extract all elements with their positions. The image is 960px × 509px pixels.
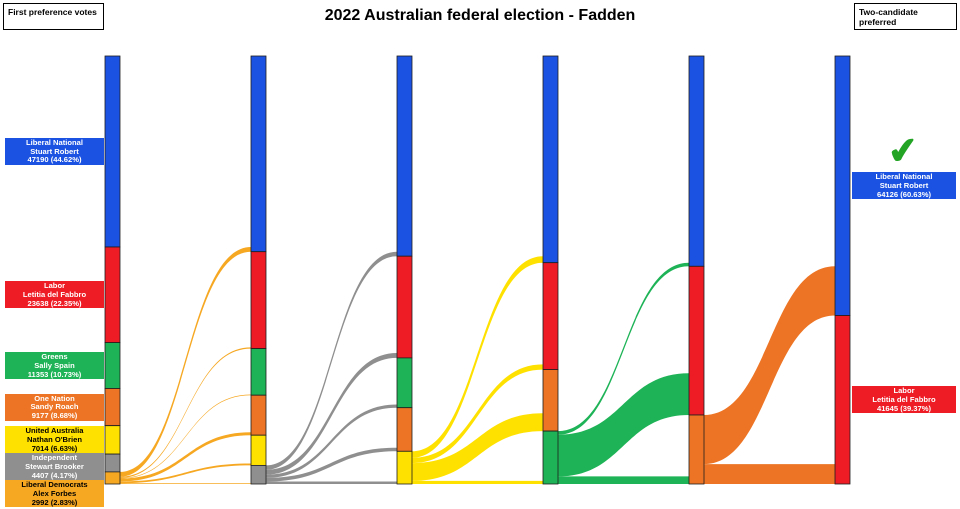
node-uap-stage3 [396,450,413,485]
node-grn-stage1 [104,342,121,389]
candidate-name: Stuart Robert [879,180,929,190]
node-ind-stage1 [104,453,121,473]
node-alp-stage4 [542,262,559,371]
vote-count: 9177 (8.68%) [31,411,78,420]
first-pref-label-grn: Greens Sally Spain 11353 (10.73%) [5,352,104,380]
vote-count: 4407 (4.17%) [31,470,78,480]
candidate-name: Stewart Brooker [25,462,84,472]
flow-uap-to-lnp [412,256,543,458]
node-lnp-stage1 [104,55,121,248]
party-name: Liberal National [875,172,933,182]
first-preference-votes-box: First preference votes [3,3,104,30]
candidate-name: Stuart Robert [30,146,79,156]
party-name: Independent [31,453,78,463]
node-phon-stage5 [688,414,705,485]
flow-phon-to-alp [704,464,835,484]
node-grn-stage4 [542,430,559,485]
tcp-label-lnp: Liberal National Stuart Robert 64126 (60.6… [852,172,956,200]
vote-count: 7014 (6.63%) [31,443,78,453]
first-pref-label-ldp: Liberal Democrats Alex Forbes 2992 (2.83%) [5,480,104,508]
node-lnp-stage4 [542,55,559,264]
first-preference-votes-label: First preference votes [8,7,97,17]
candidate-name: Sally Spain [34,360,75,370]
node-alp-stage1 [104,246,121,344]
vote-count: 2992 (2.83%) [31,497,78,507]
node-phon-stage3 [396,407,413,452]
flow-uap-to-grn [412,480,543,484]
node-uap-stage2 [250,434,267,466]
first-pref-label-phon: One Nation Sandy Roach 9177 (8.68%) [5,393,104,421]
page-title: 2022 Australian federal election - Fadde… [324,7,636,24]
vote-count: 64126 (60.63%) [876,189,932,199]
node-alp-stage2 [250,251,267,349]
node-lnp-stage3 [396,55,413,257]
flow-ind-to-alp [266,353,397,475]
two-candidate-preferred-label: Two-candidate preferred [859,7,918,27]
party-name: Labor [43,281,66,291]
vote-count: 47190 (44.62%) [27,155,82,165]
flow-grn-to-lnp [558,262,689,435]
node-lnp-stage2 [250,55,267,253]
vote-count: 23638 (22.35%) [27,298,82,308]
flow-ldp-to-lnp [120,247,251,477]
node-lnp-stage5 [688,55,705,267]
node-lnp-stage6 [834,55,851,316]
candidate-name: Sandy Roach [30,402,79,412]
flow-ldp-to-uap [120,463,251,484]
flow-ldp-to-phon [120,432,251,482]
node-uap-stage1 [104,425,121,455]
node-grn-stage2 [250,348,267,396]
first-pref-label-ind: Independent Stewart Brooker 4407 (4.17%) [5,453,104,481]
flow-uap-to-phon [412,413,543,481]
node-grn-stage3 [396,357,413,409]
first-pref-label-alp: Labor Letitia del Fabbro 23638 (22.35%) [5,281,104,309]
two-candidate-preferred-box: Two-candidate preferred [854,3,957,30]
node-ind-stage2 [250,464,267,485]
party-name: Liberal National [26,138,83,147]
node-phon-stage1 [104,388,121,426]
flow-ind-to-lnp [266,251,397,470]
candidate-name: Alex Forbes [32,489,77,499]
flow-uap-to-alp [412,364,543,464]
flow-ldp-to-alp [120,347,251,478]
party-name: Greens [41,352,68,362]
vote-count: 41645 (39.37%) [876,403,932,413]
node-phon-stage4 [542,369,559,432]
flow-ind-to-phon [266,447,397,482]
node-phon-stage2 [250,394,267,436]
flow-ind-to-grn [266,404,397,478]
vote-count: 11353 (10.73%) [27,369,82,379]
tcp-label-alp: Labor Letitia del Fabbro 41645 (39.37%) [852,386,956,414]
node-ldp-stage1 [104,471,121,485]
flow-ldp-to-grn [120,394,251,479]
node-alp-stage5 [688,265,705,416]
party-name: United Australia [25,426,84,436]
winner-checkmark: ✔ [885,128,921,173]
node-alp-stage3 [396,255,413,359]
flow-grn-to-alp [558,373,689,477]
node-alp-stage6 [834,315,851,485]
flow-ldp-to-ind [120,483,251,484]
first-pref-label-lnp: Liberal National Stuart Robert 47190 (44.6… [5,138,104,165]
flow-ind-to-uap [266,481,397,484]
party-name: One Nation [34,393,75,403]
party-name: Labor [893,386,915,396]
party-name: Liberal Democrats [21,480,88,490]
candidate-name: Letitia del Fabbro [22,290,87,299]
flow-phon-to-lnp [704,266,835,465]
first-pref-label-uap: United Australia Nathan O'Brien 7014 (6.63… [5,426,104,454]
flow-grn-to-phon [558,476,689,484]
candidate-name: Letitia del Fabbro [872,394,936,404]
candidate-name: Nathan O'Brien [27,435,82,445]
